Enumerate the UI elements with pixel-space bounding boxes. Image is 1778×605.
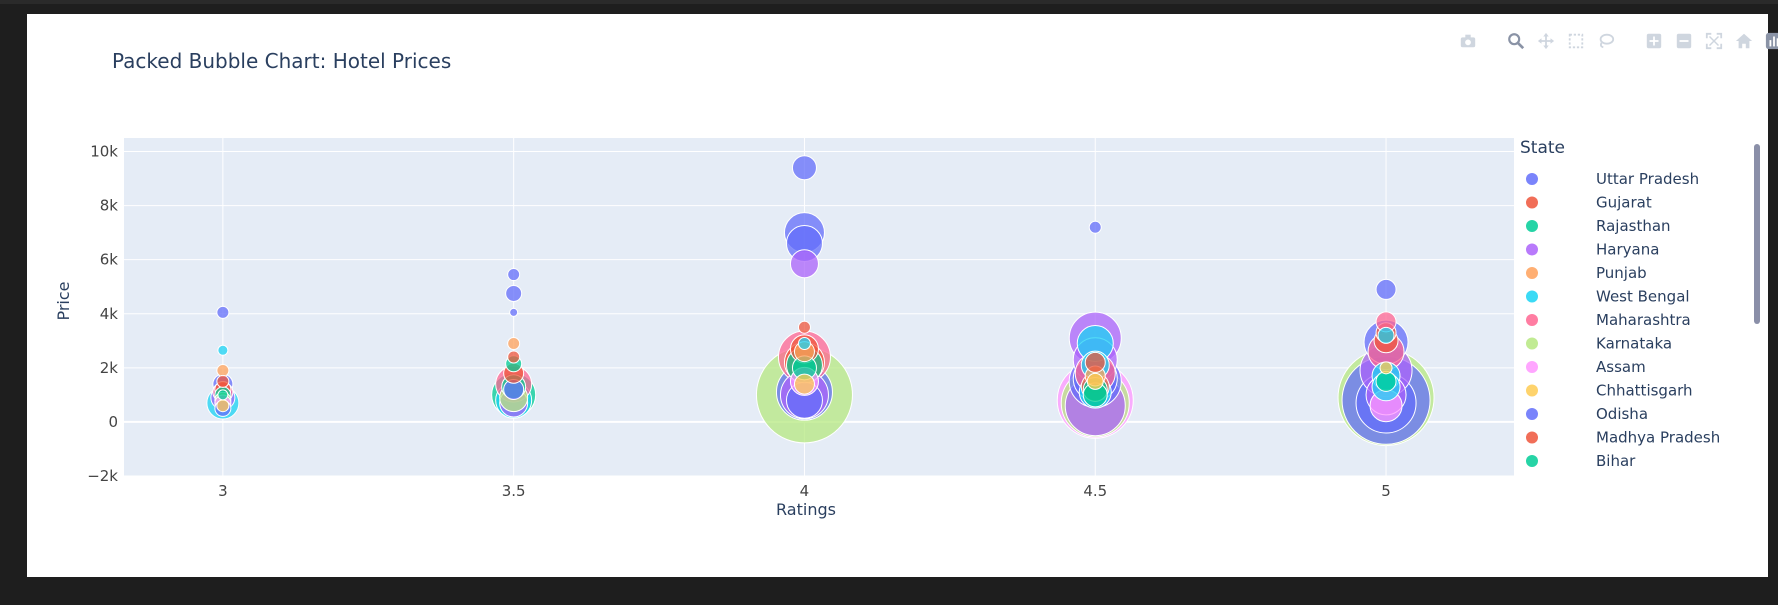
- y-tick-label: 6k: [100, 251, 119, 269]
- zoom-out-icon[interactable]: [1673, 30, 1695, 52]
- legend-marker: [1526, 243, 1538, 256]
- legend-item[interactable]: Punjab: [1526, 264, 1647, 282]
- bubble-point: [216, 364, 230, 378]
- bubble-point: [505, 284, 523, 302]
- bubble-point: [797, 320, 811, 334]
- x-axis-label: Ratings: [776, 500, 836, 519]
- bubble-point: [509, 307, 519, 317]
- legend-item[interactable]: Uttar Pradesh: [1526, 170, 1699, 188]
- legend-label: Gujarat: [1596, 194, 1652, 212]
- bubble-point: [791, 155, 817, 181]
- legend-marker: [1526, 220, 1538, 232]
- legend-item[interactable]: Assam: [1526, 358, 1646, 376]
- zoom-icon[interactable]: [1505, 30, 1527, 52]
- chart-card: Packed Bubble Chart: Hotel Prices Rating…: [27, 14, 1778, 577]
- legend-label: Maharashtra: [1596, 311, 1691, 329]
- bubble-point: [1086, 372, 1104, 390]
- legend-label: Punjab: [1596, 264, 1647, 282]
- zoom-in-icon[interactable]: [1643, 30, 1665, 52]
- y-tick-label: 4k: [100, 305, 119, 323]
- bubble-point: [216, 374, 230, 388]
- bubble-point: [793, 373, 815, 395]
- legend-marker: [1526, 361, 1538, 373]
- bubble-point: [1377, 326, 1395, 344]
- bubble-point: [217, 389, 229, 401]
- bubble-chart: Packed Bubble Chart: Hotel Prices Rating…: [54, 49, 1720, 519]
- autoscale-icon[interactable]: [1703, 30, 1725, 52]
- y-tick-label: −2k: [87, 467, 118, 485]
- legend-item[interactable]: Bihar: [1526, 452, 1636, 470]
- bubble-point: [217, 344, 229, 356]
- legend-marker: [1526, 290, 1538, 303]
- legend-item[interactable]: Gujarat: [1526, 194, 1652, 212]
- legend-label: Chhattisgarh: [1596, 382, 1693, 400]
- box-select-icon[interactable]: [1565, 30, 1587, 52]
- y-tick-label: 8k: [100, 197, 119, 215]
- bubble-point: [507, 337, 521, 351]
- y-axis-label: Price: [54, 281, 73, 320]
- bubble-point: [789, 249, 819, 279]
- camera-icon[interactable]: [1457, 30, 1479, 52]
- legend-scrollbar[interactable]: [1754, 144, 1760, 324]
- legend-label: Assam: [1596, 358, 1646, 376]
- legend-label: Odisha: [1596, 405, 1648, 423]
- legend-label: Bihar: [1596, 452, 1636, 470]
- legend-marker: [1526, 408, 1538, 420]
- legend-item[interactable]: Madhya Pradesh: [1526, 429, 1720, 447]
- bubble-point: [1375, 370, 1397, 392]
- lasso-icon[interactable]: [1595, 30, 1617, 52]
- modebar: [1457, 30, 1778, 52]
- legend-marker: [1526, 337, 1538, 350]
- bubble-point: [216, 305, 230, 319]
- legend-marker: [1526, 267, 1538, 279]
- legend-label: West Bengal: [1596, 288, 1690, 306]
- legend-label: Madhya Pradesh: [1596, 429, 1720, 447]
- legend-marker: [1526, 173, 1538, 185]
- x-tick-label: 4: [800, 482, 810, 500]
- plotly-logo-icon[interactable]: [1763, 30, 1778, 52]
- legend-item[interactable]: West Bengal: [1526, 288, 1690, 306]
- legend-marker: [1526, 196, 1538, 209]
- bubble-point: [507, 350, 521, 364]
- bubble-point: [507, 268, 521, 282]
- x-tick-label: 4.5: [1083, 482, 1107, 500]
- bubble-point: [216, 399, 230, 413]
- bubble-point: [797, 337, 811, 351]
- bubble-point: [1088, 220, 1102, 234]
- x-tick-label: 5: [1381, 482, 1391, 500]
- legend-marker: [1526, 431, 1538, 444]
- legend-item[interactable]: Chhattisgarh: [1526, 382, 1693, 400]
- legend-marker: [1526, 455, 1538, 467]
- window-top-strip: [0, 0, 1778, 4]
- legend-label: Haryana: [1596, 241, 1659, 259]
- legend-item[interactable]: Maharashtra: [1526, 311, 1691, 329]
- y-tick-label: 10k: [90, 143, 118, 161]
- chart-title: Packed Bubble Chart: Hotel Prices: [112, 49, 451, 73]
- legend-item[interactable]: Haryana: [1526, 241, 1659, 259]
- y-tick-label: 0: [108, 413, 118, 431]
- bubble-point: [1375, 278, 1397, 300]
- legend-title: State: [1520, 138, 1565, 158]
- legend-item[interactable]: Rajasthan: [1526, 217, 1671, 235]
- x-tick-label: 3: [218, 482, 228, 500]
- bubble-point: [1379, 361, 1393, 375]
- bubble-point: [1084, 351, 1106, 373]
- y-tick-label: 2k: [100, 359, 119, 377]
- legend-marker: [1526, 384, 1538, 397]
- legend-label: Karnataka: [1596, 335, 1672, 353]
- legend-item[interactable]: Karnataka: [1526, 335, 1672, 353]
- pan-icon[interactable]: [1535, 30, 1557, 52]
- legend-item[interactable]: Odisha: [1526, 405, 1648, 423]
- legend-label: Rajasthan: [1596, 217, 1671, 235]
- reset-axes-icon[interactable]: [1733, 30, 1755, 52]
- legend-marker: [1526, 314, 1538, 326]
- legend[interactable]: State Uttar Pradesh Gujarat Rajasthan Harya…: [1520, 138, 1720, 470]
- legend-label: Uttar Pradesh: [1596, 170, 1699, 188]
- x-tick-label: 3.5: [502, 482, 526, 500]
